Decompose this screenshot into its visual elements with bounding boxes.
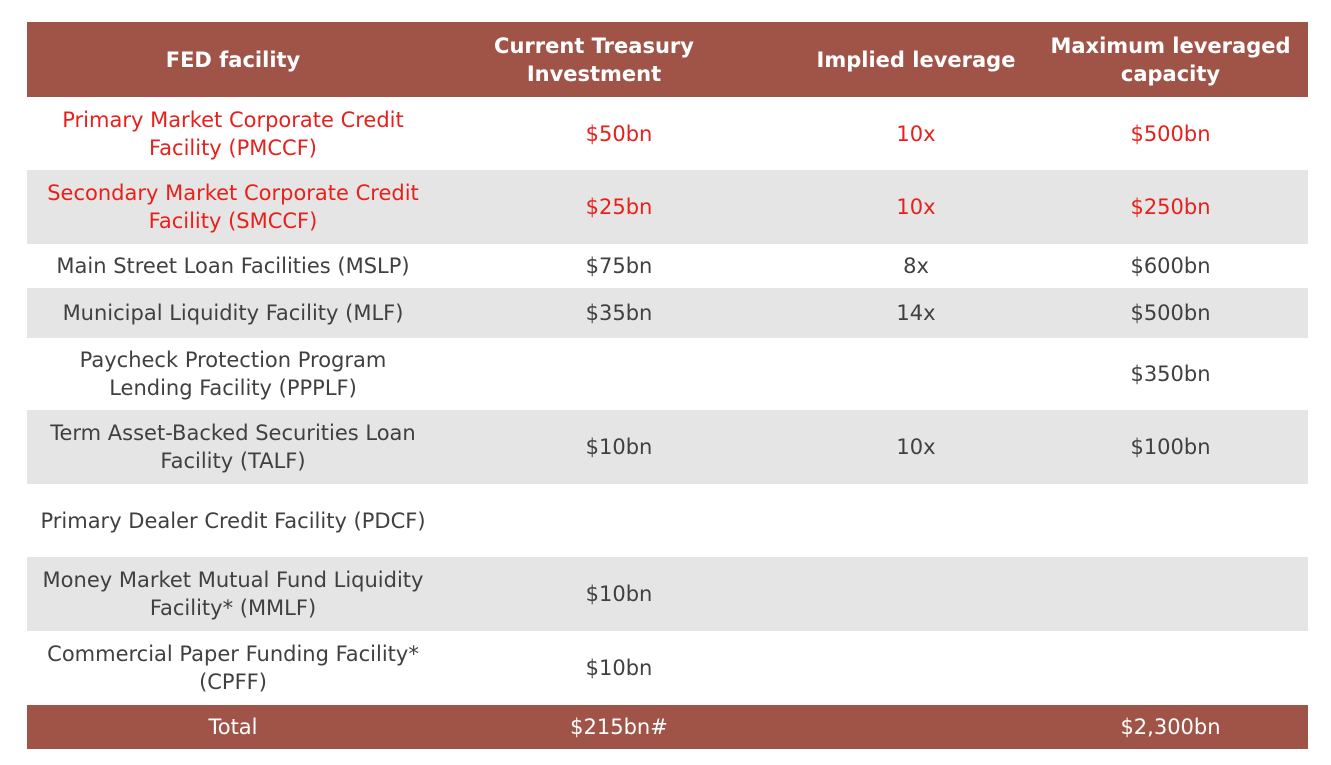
investment-cell xyxy=(439,484,799,557)
table-row: Term Asset-Backed Securities Loan Facili… xyxy=(27,410,1308,484)
investment-cell: $10bn xyxy=(439,557,799,631)
leverage-cell: 10x xyxy=(799,410,1033,484)
table-row: Paycheck Protection Program Lending Faci… xyxy=(27,338,1308,410)
investment-cell xyxy=(439,338,799,410)
facility-cell: Municipal Liquidity Facility (MLF) xyxy=(27,288,439,338)
total-row: Total $215bn# $2,300bn xyxy=(27,705,1308,749)
header-capacity: Maximum leveraged capacity xyxy=(1033,22,1308,97)
facility-cell: Primary Market Corporate Credit Facility… xyxy=(27,97,439,170)
header-row: FED facility Current Treasury Investment… xyxy=(27,22,1308,97)
total-capacity: $2,300bn xyxy=(1033,705,1308,749)
capacity-cell: $600bn xyxy=(1033,244,1308,288)
header-leverage: Implied leverage xyxy=(799,22,1033,97)
capacity-cell: $500bn xyxy=(1033,97,1308,170)
facility-cell: Main Street Loan Facilities (MSLP) xyxy=(27,244,439,288)
total-investment: $215bn# xyxy=(439,705,799,749)
leverage-cell xyxy=(799,338,1033,410)
facility-cell: Paycheck Protection Program Lending Faci… xyxy=(27,338,439,410)
leverage-cell: 10x xyxy=(799,170,1033,244)
facility-cell: Commercial Paper Funding Facility* (CPFF… xyxy=(27,631,439,705)
capacity-cell: $100bn xyxy=(1033,410,1308,484)
facility-cell: Term Asset-Backed Securities Loan Facili… xyxy=(27,410,439,484)
capacity-cell xyxy=(1033,557,1308,631)
investment-cell: $10bn xyxy=(439,410,799,484)
leverage-cell: 10x xyxy=(799,97,1033,170)
leverage-cell: 14x xyxy=(799,288,1033,338)
capacity-cell xyxy=(1033,484,1308,557)
leverage-cell: 8x xyxy=(799,244,1033,288)
total-leverage xyxy=(799,705,1033,749)
total-label: Total xyxy=(27,705,439,749)
table-row: Secondary Market Corporate Credit Facili… xyxy=(27,170,1308,244)
header-facility: FED facility xyxy=(27,22,439,97)
capacity-cell: $250bn xyxy=(1033,170,1308,244)
table-row: Money Market Mutual Fund Liquidity Facil… xyxy=(27,557,1308,631)
table-row: Commercial Paper Funding Facility* (CPFF… xyxy=(27,631,1308,705)
capacity-cell xyxy=(1033,631,1308,705)
facility-cell: Primary Dealer Credit Facility (PDCF) xyxy=(27,484,439,557)
table-row: Primary Market Corporate Credit Facility… xyxy=(27,97,1308,170)
investment-cell: $75bn xyxy=(439,244,799,288)
fed-facilities-table: FED facility Current Treasury Investment… xyxy=(27,22,1308,749)
facility-cell: Money Market Mutual Fund Liquidity Facil… xyxy=(27,557,439,631)
capacity-cell: $500bn xyxy=(1033,288,1308,338)
leverage-cell xyxy=(799,484,1033,557)
capacity-cell: $350bn xyxy=(1033,338,1308,410)
leverage-cell xyxy=(799,631,1033,705)
table-row: Municipal Liquidity Facility (MLF) $35bn… xyxy=(27,288,1308,338)
table-row: Primary Dealer Credit Facility (PDCF) xyxy=(27,484,1308,557)
investment-cell: $25bn xyxy=(439,170,799,244)
investment-cell: $35bn xyxy=(439,288,799,338)
header-investment: Current Treasury Investment xyxy=(439,22,799,97)
investment-cell: $50bn xyxy=(439,97,799,170)
investment-cell: $10bn xyxy=(439,631,799,705)
facility-cell: Secondary Market Corporate Credit Facili… xyxy=(27,170,439,244)
table-row: Main Street Loan Facilities (MSLP) $75bn… xyxy=(27,244,1308,288)
leverage-cell xyxy=(799,557,1033,631)
